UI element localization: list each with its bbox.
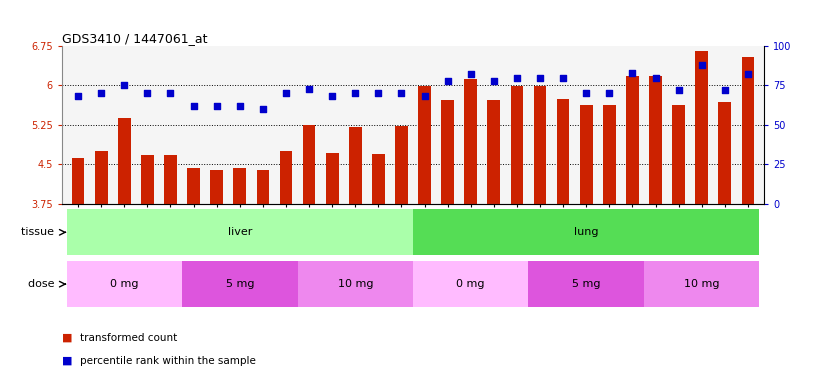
Bar [534, 86, 546, 204]
Bar [67, 261, 182, 307]
Text: 5 mg: 5 mg [572, 279, 601, 289]
Bar [529, 261, 644, 307]
Bar [649, 76, 662, 204]
Bar [626, 76, 638, 204]
Bar [325, 152, 339, 204]
Bar [211, 170, 223, 204]
Point [325, 93, 339, 99]
Bar [487, 100, 501, 204]
Point [741, 71, 754, 78]
Bar [164, 155, 177, 204]
Bar [464, 79, 477, 204]
Bar [413, 261, 529, 307]
Text: lung: lung [574, 227, 599, 237]
Point [117, 83, 131, 89]
Point [349, 90, 362, 96]
Bar [372, 154, 385, 204]
Bar [141, 155, 154, 204]
Bar [719, 102, 731, 204]
Bar [182, 261, 297, 307]
Point [210, 103, 223, 109]
Bar [672, 105, 685, 204]
Point [302, 86, 316, 92]
Bar [257, 170, 269, 204]
Text: ■: ■ [62, 333, 73, 343]
Bar [95, 151, 107, 204]
Point [626, 70, 639, 76]
Text: percentile rank within the sample: percentile rank within the sample [80, 356, 256, 366]
Point [418, 93, 431, 99]
Text: transformed count: transformed count [80, 333, 178, 343]
Point [164, 90, 177, 96]
Point [256, 106, 269, 112]
Bar [557, 99, 569, 204]
Text: 10 mg: 10 mg [684, 279, 719, 289]
Point [718, 87, 731, 93]
Point [395, 90, 408, 96]
Text: 10 mg: 10 mg [338, 279, 373, 289]
Text: ■: ■ [62, 356, 73, 366]
Point [603, 90, 616, 96]
Point [534, 74, 547, 81]
Bar [580, 105, 592, 204]
Bar [742, 56, 754, 204]
Bar [349, 127, 362, 204]
Point [187, 103, 200, 109]
Text: 0 mg: 0 mg [110, 279, 139, 289]
Bar [297, 261, 413, 307]
Point [510, 74, 524, 81]
Bar [644, 261, 759, 307]
Point [580, 90, 593, 96]
Point [464, 71, 477, 78]
Point [372, 90, 385, 96]
Point [95, 90, 108, 96]
Text: 5 mg: 5 mg [225, 279, 254, 289]
Bar [67, 209, 413, 255]
Bar [510, 86, 524, 204]
Point [487, 78, 501, 84]
Point [140, 90, 154, 96]
Point [279, 90, 292, 96]
Text: tissue: tissue [21, 227, 58, 237]
Point [72, 93, 85, 99]
Bar [118, 118, 131, 204]
Bar [395, 126, 408, 204]
Text: 0 mg: 0 mg [457, 279, 485, 289]
Text: GDS3410 / 1447061_at: GDS3410 / 1447061_at [62, 32, 207, 45]
Text: liver: liver [228, 227, 252, 237]
Point [695, 62, 709, 68]
Bar [280, 151, 292, 204]
Text: dose: dose [28, 279, 58, 289]
Point [672, 87, 686, 93]
Point [557, 74, 570, 81]
Bar [441, 100, 454, 204]
Bar [603, 105, 615, 204]
Point [441, 78, 454, 84]
Point [649, 74, 662, 81]
Bar [302, 125, 316, 204]
Bar [695, 51, 708, 204]
Bar [234, 168, 246, 204]
Bar [188, 168, 200, 204]
Bar [418, 86, 431, 204]
Bar [413, 209, 759, 255]
Point [233, 103, 246, 109]
Bar [72, 158, 84, 204]
